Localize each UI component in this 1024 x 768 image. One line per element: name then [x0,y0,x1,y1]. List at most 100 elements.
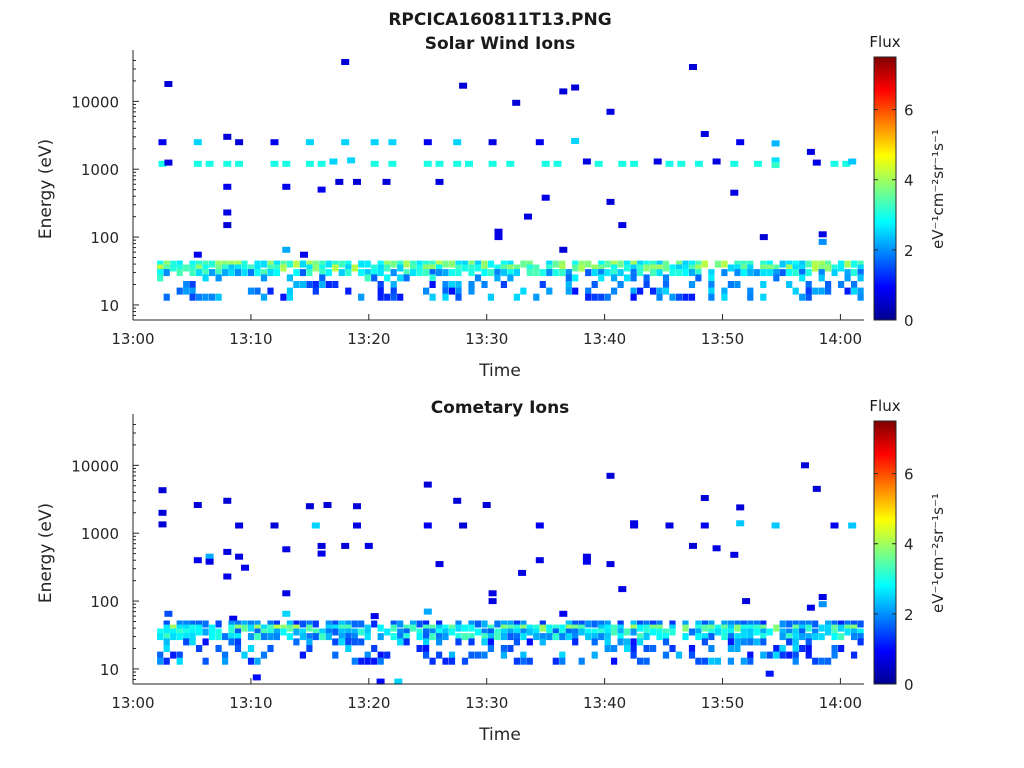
heatmap-cell [844,260,851,268]
colorbar: 0 2 4 6 [873,56,914,330]
heatmap-cell [526,269,533,277]
heatmap-cell [838,264,845,272]
heatmap-cell [332,638,339,646]
colorbar-tick-label: 2 [904,606,914,624]
heatmap-cell [429,657,436,665]
heatmap-cell [329,158,338,165]
heatmap-cell [773,274,780,282]
heatmap-cell [442,293,449,301]
heatmap-cell [513,269,520,277]
heatmap-cell [176,287,183,295]
heatmap-cell [164,81,173,87]
heatmap-cell [448,628,456,636]
heatmap-cell [838,260,845,268]
heatmap-cell [384,651,391,659]
colorbar: 0 2 4 6 [873,420,914,694]
heatmap-cell [747,633,754,641]
x-tick-label: 14:00 [819,694,862,712]
heatmap-cell [650,620,657,628]
heatmap-cell [260,293,268,301]
heatmap-cell [598,260,605,268]
heatmap-cell [196,645,203,652]
heatmap-cell [656,269,663,277]
heatmap-cell [448,651,456,659]
figure-title: RPCICA160811T13.PNG [388,10,611,30]
colorbar-unit-label: eV⁻¹cm⁻²sr⁻¹s⁻¹ [929,129,947,249]
heatmap-cell [223,133,232,140]
heatmap-cell [507,645,514,652]
heatmap-cell [423,481,432,488]
heatmap-cell [163,645,170,652]
heatmap-cell [546,624,553,632]
heatmap-cell [662,633,670,641]
heatmap-cell [390,281,397,288]
heatmap-cell [520,657,527,665]
heatmap-cell [786,281,793,288]
heatmap-cell [747,293,754,301]
heatmap-cell [585,260,592,268]
heatmap-cell [700,131,709,137]
heatmap-cell [319,628,326,636]
heatmap-cell [582,558,591,565]
heatmap-cell [325,269,332,277]
heatmap-cell [604,293,611,301]
colorbar-gradient [873,56,897,321]
heatmap-cell [585,269,592,277]
heatmap-cell [494,264,501,272]
heatmap-cell [688,628,696,636]
heatmap-cell [630,160,639,167]
heatmap-cell [812,628,819,636]
heatmap-cell [429,264,436,272]
heatmap-cell [520,620,527,628]
heatmap-cell [740,620,747,628]
heatmap-cell [223,183,232,190]
heatmap-cell [825,287,832,295]
heatmap-cell [397,293,404,301]
heatmap-cell [494,228,503,235]
heatmap-cell [371,269,378,277]
heatmap-cell [630,651,637,659]
heatmap-cell [482,502,491,508]
heatmap-cell [617,628,624,636]
heatmap-cell [643,274,650,282]
colorbar-tick-label: 6 [904,102,914,120]
heatmap-cell [591,269,598,277]
heatmap-cell [254,628,261,636]
heatmap-cell [416,260,423,268]
heatmap-cell [740,657,747,665]
heatmap-cell [325,624,332,632]
heatmap-cell [838,645,845,652]
heatmap-cell [662,274,670,282]
heatmap-cell [351,628,358,636]
heatmap-cell [805,287,812,295]
heatmap-cell [306,281,313,288]
heatmap-cell [520,651,527,659]
heatmap-cell [604,624,611,632]
heatmap-cell [416,269,423,277]
heatmap-cell [455,620,462,628]
heatmap-cell [727,281,734,288]
heatmap-cell [267,287,274,295]
heatmap-cell [773,269,780,277]
heatmap-cell [799,620,806,628]
heatmap-cell [282,183,291,190]
heatmap-cell [481,620,488,628]
heatmap-cell [799,260,806,268]
heatmap-cell [215,645,222,652]
y-tick-label: 10000 [71,457,119,475]
heatmap-cell [488,598,497,605]
heatmap-cell [617,620,624,628]
heatmap-cell [643,264,650,272]
heatmap-cell [617,638,624,646]
heatmap-cell [786,264,793,272]
heatmap-cell [176,260,183,268]
y-tick-label: 10 [100,661,119,679]
x-tick-label: 13:30 [465,330,508,348]
heatmap-cell [565,633,572,641]
heatmap-cell [371,264,378,272]
heatmap-cell [695,620,702,628]
heatmap-cell [727,628,734,636]
heatmap-cell [487,269,494,277]
y-tick-label: 100 [90,593,119,611]
heatmap-cell [435,561,444,568]
